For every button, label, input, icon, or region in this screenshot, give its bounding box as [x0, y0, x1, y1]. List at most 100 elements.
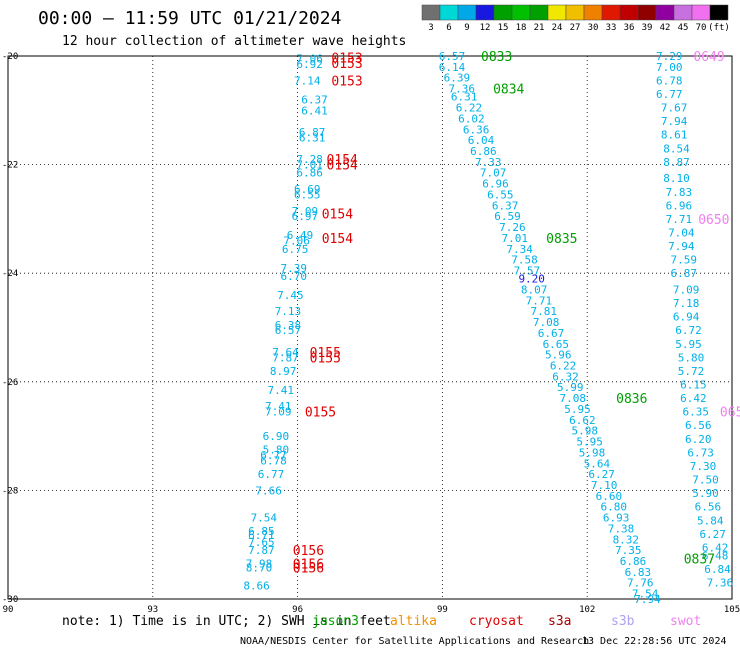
- wave-height-label: 7.06: [283, 235, 310, 248]
- wave-height-label: 7.87: [272, 351, 299, 364]
- wave-height-label: 7.09: [265, 406, 292, 419]
- wave-height-label: 7.13: [275, 305, 302, 318]
- satellite-legend-s3b: s3b: [611, 614, 635, 629]
- wave-height-label: 7.08: [533, 316, 560, 329]
- wave-height-label: 5.98: [579, 446, 606, 459]
- wave-height-label: 5.72: [678, 365, 705, 378]
- wave-height-label: 6.22: [550, 360, 577, 373]
- colorbar-label: 18: [516, 23, 527, 33]
- wave-height-label: 6.57: [275, 324, 302, 337]
- wave-height-label: 6.37: [492, 199, 519, 212]
- wave-height-label: 8.97: [270, 365, 297, 378]
- wave-height-label: 6.39: [444, 72, 471, 85]
- wave-height-label: 7.29: [656, 50, 683, 63]
- y-tick-label: -20: [2, 52, 18, 62]
- wave-height-label: 6.86: [296, 167, 323, 180]
- wave-height-label: 5.80: [678, 351, 705, 364]
- wave-height-label: 8.66: [243, 579, 270, 592]
- wave-height-label: 6.77: [258, 468, 285, 481]
- wave-height-label: 7.36: [448, 83, 475, 96]
- pass-time-label: 0649: [693, 50, 724, 65]
- wave-height-label: 6.20: [685, 433, 712, 446]
- footer: note: 1) Time is in UTC; 2) SWH is in fe…: [62, 614, 727, 647]
- satellite-legend-altika: altika: [390, 614, 437, 629]
- wave-height-label: 6.35: [683, 406, 710, 419]
- wave-height-label: 8.61: [661, 129, 688, 142]
- wave-height-label: 6.62: [569, 414, 596, 427]
- wave-height-label: 7.94: [668, 240, 695, 253]
- wave-height-label: 7.94: [634, 593, 661, 606]
- wave-height-label: 7.18: [673, 297, 700, 310]
- wave-height-label: 6.78: [656, 74, 683, 87]
- wave-height-label: 5.95: [576, 436, 603, 449]
- wave-height-label: 6.55: [487, 188, 514, 201]
- wave-height-label: 7.87: [248, 544, 275, 557]
- wave-height-label: 6.31: [451, 91, 478, 104]
- wave-height-label: 7.01: [296, 159, 323, 172]
- satellite-legend-cryosat: cryosat: [469, 614, 524, 629]
- y-tick-label: -22: [2, 161, 18, 171]
- colorbar-label: 39: [642, 23, 653, 33]
- satellite-legend-jason3: jason3: [312, 614, 359, 629]
- colorbar-swatch: [421, 4, 441, 21]
- wave-height-label: 6.96: [482, 178, 509, 191]
- colorbar-swatch: [457, 4, 477, 21]
- y-tick-label: -26: [2, 378, 18, 388]
- wave-height-label: 7.30: [690, 460, 717, 473]
- y-tick-label: -24: [2, 269, 18, 279]
- wave-height-label: 6.38: [275, 319, 302, 332]
- pass-time-label: 0153: [331, 52, 362, 67]
- plot-frame: [7, 55, 733, 600]
- wave-height-label: 6.84: [704, 563, 731, 576]
- wave-height-label: 5.64: [584, 457, 611, 470]
- colorbar-swatch: [439, 4, 459, 21]
- wave-height-label: 6.59: [494, 210, 521, 223]
- wave-height-label: 7.71: [666, 213, 693, 226]
- colorbar-swatch: [511, 4, 531, 21]
- wave-height-label: 6.02: [458, 112, 485, 125]
- wave-height-label: 6.92: [296, 58, 323, 71]
- wave-height-label: 7.00: [656, 61, 683, 74]
- wave-height-label: 6.86: [620, 555, 647, 568]
- wave-height-label: 6.48: [702, 550, 729, 563]
- pass-time-label: 0650: [698, 213, 729, 228]
- wave-height-label: 6.42: [702, 541, 729, 554]
- wave-height-label: 6.55: [294, 188, 321, 201]
- x-tick-label: 93: [147, 605, 158, 615]
- wave-height-label: 7.59: [670, 254, 697, 267]
- footer-note: note: 1) Time is in UTC; 2) SWH is in fe…: [62, 614, 391, 629]
- wave-height-label: 6.65: [543, 338, 570, 351]
- colorbar-label: 9: [464, 23, 469, 33]
- wave-height-label: 6.78: [260, 455, 287, 468]
- colorbar-swatch: [691, 4, 711, 21]
- pass-time-label: 0836: [616, 392, 647, 407]
- wave-height-label: 6.97: [292, 210, 319, 223]
- wave-height-label: 6.31: [299, 131, 326, 144]
- wave-height-label: 6.96: [666, 199, 693, 212]
- wave-height-label: 6.87: [299, 126, 326, 139]
- colorbar-label: 36: [624, 23, 635, 33]
- wave-height-label: 5.95: [675, 338, 702, 351]
- wave-height-label: 6.27: [588, 468, 615, 481]
- wave-height-label: 6.41: [301, 104, 328, 117]
- colorbar-label: 70: [696, 23, 707, 33]
- wave-height-label: 7.10: [591, 479, 618, 492]
- wave-height-label: 6.73: [687, 446, 714, 459]
- wave-height-label: 7.04: [668, 226, 695, 239]
- colorbar-swatch: [619, 4, 639, 21]
- wave-height-label: 5.95: [564, 403, 591, 416]
- colorbar-swatch: [637, 4, 657, 21]
- wave-height-label: 7.57: [514, 264, 541, 277]
- pass-time-label: 0837: [684, 552, 715, 567]
- wave-height-label: 6.87: [670, 267, 697, 280]
- wave-height-label: 8.32: [613, 533, 640, 546]
- colorbar-label: 3: [428, 23, 433, 33]
- wave-height-label: 7.06: [296, 53, 323, 66]
- y-tick-label: -30: [2, 595, 18, 605]
- wave-height-label: 7.45: [277, 289, 304, 302]
- pass-time-label: 065: [720, 406, 740, 421]
- pass-time-label: 0154: [322, 207, 353, 222]
- satellite-legend-s3a: s3a: [548, 614, 571, 629]
- wave-height-label: 6.69: [294, 183, 321, 196]
